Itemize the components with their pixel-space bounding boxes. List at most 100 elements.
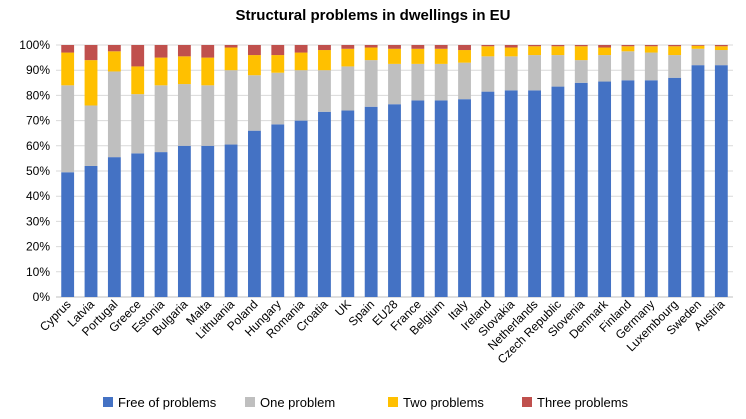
bar-segment-one-problem — [294, 70, 308, 121]
legend-swatch — [245, 397, 255, 407]
bar-segment-two-problems — [341, 48, 355, 67]
bar-segment-one-problem — [248, 75, 261, 131]
bar-segment-free-of-problems — [481, 91, 495, 298]
legend-swatch — [522, 397, 532, 407]
y-tick-label: 50% — [26, 164, 50, 178]
bar-segment-one-problem — [341, 66, 355, 111]
bar-segment-two-problems — [318, 50, 331, 71]
bar-segment-two-problems — [364, 47, 378, 61]
bar-segment-one-problem — [411, 63, 425, 101]
bar-segment-three-problems — [644, 45, 658, 47]
bar-segment-free-of-problems — [107, 157, 121, 297]
bar-segment-three-problems — [714, 45, 728, 47]
legend-label: Two problems — [403, 395, 484, 410]
bar-segment-free-of-problems — [248, 130, 261, 297]
bar-segment-two-problems — [154, 57, 168, 86]
bar-segment-one-problem — [434, 63, 448, 101]
bar-segment-three-problems — [598, 45, 612, 48]
bar-segment-free-of-problems — [388, 104, 401, 297]
bar-segment-one-problem — [598, 55, 612, 82]
bar-segment-three-problems — [131, 45, 145, 67]
bar-segment-two-problems — [271, 55, 285, 73]
bar-segment-free-of-problems — [434, 100, 448, 297]
bar-segment-three-problems — [154, 45, 168, 58]
legend-label: One problem — [260, 395, 335, 410]
bar-segment-one-problem — [271, 72, 285, 125]
bar-segment-free-of-problems — [224, 144, 238, 297]
x-axis-labels: CyprusLatviaPortugalGreeceEstoniaBulgari… — [37, 297, 728, 367]
bar-segment-one-problem — [61, 85, 75, 173]
bar-segment-two-problems — [131, 66, 145, 95]
bar-segment-one-problem — [388, 63, 401, 105]
bar-segment-three-problems — [574, 45, 588, 47]
y-tick-label: 80% — [26, 88, 50, 102]
bar-segment-free-of-problems — [528, 90, 541, 297]
y-tick-label: 30% — [26, 214, 50, 228]
bar-segment-two-problems — [481, 46, 495, 57]
y-tick-label: 20% — [26, 240, 50, 254]
bar-segment-three-problems — [621, 45, 635, 47]
bar-segment-three-problems — [551, 45, 565, 47]
bar-segment-free-of-problems — [341, 110, 355, 298]
bar-segment-two-problems — [621, 46, 635, 52]
bar-segment-one-problem — [177, 84, 191, 146]
bar-segment-two-problems — [598, 47, 612, 56]
y-tick-label: 90% — [26, 63, 50, 77]
bar-segment-one-problem — [107, 71, 121, 158]
bar-segment-two-problems — [574, 46, 588, 61]
bar-segment-one-problem — [154, 85, 168, 153]
bar-segment-one-problem — [481, 56, 495, 92]
bar-segment-free-of-problems — [271, 124, 285, 297]
legend: Free of problems One problem Two problems T… — [103, 395, 629, 410]
bar-segment-two-problems — [691, 45, 705, 49]
bar-segment-three-problems — [271, 45, 285, 56]
bar-segment-free-of-problems — [691, 65, 705, 297]
bar-segment-free-of-problems — [177, 145, 191, 297]
bar-segment-two-problems — [551, 46, 565, 56]
bar-segment-one-problem — [691, 48, 705, 66]
bar-segment-one-problem — [224, 70, 238, 145]
bar-segment-free-of-problems — [201, 145, 215, 297]
bar-segment-three-problems — [458, 45, 471, 51]
bar-segment-free-of-problems — [714, 65, 728, 297]
bar-segment-two-problems — [388, 48, 401, 64]
bar-segment-one-problem — [458, 62, 471, 100]
bar-segment-two-problems — [294, 52, 308, 71]
bar-segment-two-problems — [644, 46, 658, 53]
bar-segment-two-problems — [668, 46, 682, 56]
bar-segment-three-problems — [248, 45, 261, 56]
y-tick-label: 40% — [26, 189, 50, 203]
bar-segment-three-problems — [528, 45, 541, 47]
bar-segment-two-problems — [84, 60, 98, 106]
bar-segment-two-problems — [411, 48, 425, 64]
bar-segment-three-problems — [341, 45, 355, 49]
bar-segment-two-problems — [107, 51, 121, 72]
bar-segment-three-problems — [84, 45, 98, 61]
bar-segment-three-problems — [691, 45, 705, 46]
bar-segment-free-of-problems — [411, 100, 425, 297]
y-tick-label: 70% — [26, 114, 50, 128]
bar-segment-three-problems — [224, 45, 238, 48]
bar-segment-one-problem — [364, 60, 378, 107]
y-axis-ticks: 0% 10% 20% 30% 40% 50% 60% 70% 80% 90% 100% — [19, 38, 50, 304]
bar-segment-three-problems — [201, 45, 215, 58]
bar-segment-three-problems — [177, 45, 191, 57]
bar-segment-two-problems — [458, 50, 471, 63]
bar-segment-two-problems — [201, 57, 215, 86]
bar-segment-three-problems — [107, 45, 121, 52]
bar-segment-three-problems — [481, 45, 495, 47]
y-tick-label: 60% — [26, 139, 50, 153]
bar-segment-free-of-problems — [154, 152, 168, 297]
bar-segment-free-of-problems — [574, 82, 588, 297]
bar-segment-free-of-problems — [598, 81, 612, 297]
bar-segment-free-of-problems — [318, 111, 331, 297]
legend-label: Three problems — [537, 395, 629, 410]
bar-segment-one-problem — [318, 70, 331, 112]
x-tick-label: Spain — [346, 297, 378, 329]
bar-segment-one-problem — [201, 85, 215, 146]
chart-title: Structural problems in dwellings in EU — [235, 7, 510, 24]
bar-segment-free-of-problems — [551, 86, 565, 297]
bar-segment-three-problems — [318, 45, 331, 51]
bar-segment-one-problem — [574, 60, 588, 83]
